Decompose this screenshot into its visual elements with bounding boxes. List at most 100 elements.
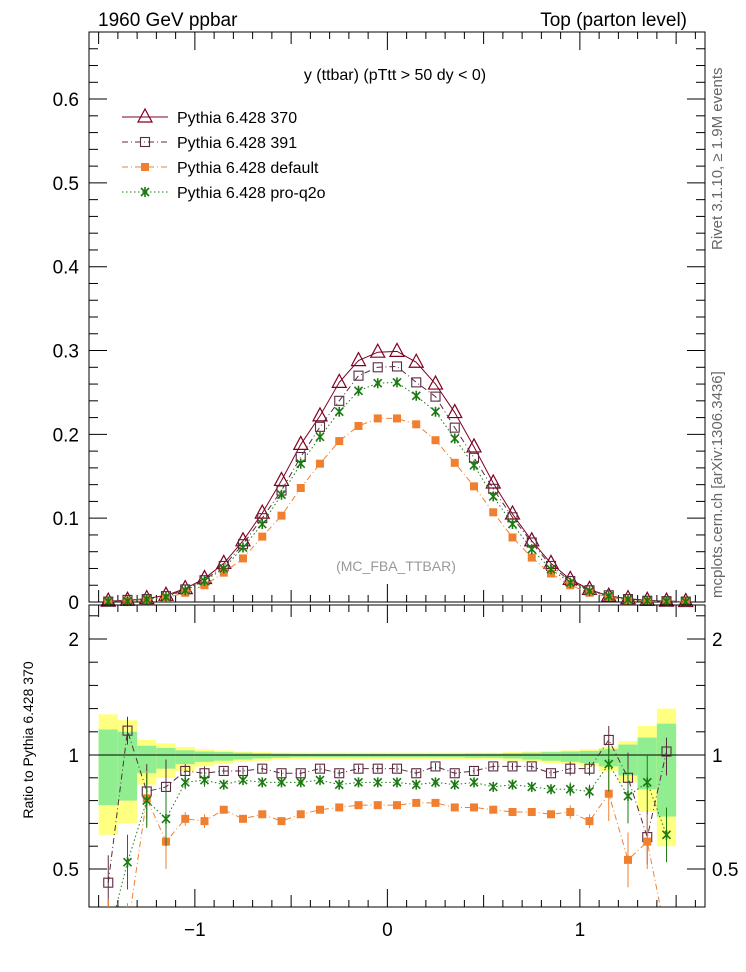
main-data-point	[273, 471, 290, 487]
ratio-data-point	[180, 777, 190, 788]
main-data-point	[372, 362, 383, 373]
main-data-point	[465, 437, 483, 453]
ratio-data-point	[565, 784, 575, 795]
ratio-band-inner	[310, 753, 330, 758]
watermark: (MC_FBA_TTBAR)	[336, 558, 456, 574]
ratio-data-point	[526, 761, 537, 772]
ratio-data-point	[469, 777, 479, 788]
main-data-point	[354, 421, 363, 430]
ratio-band-inner	[329, 753, 349, 758]
main-data-point	[122, 596, 133, 607]
main-data-point	[316, 459, 324, 468]
ratio-data-point	[604, 759, 614, 770]
ratio-data-point	[584, 763, 595, 774]
main-data-point	[527, 544, 537, 555]
ratio-data-point	[566, 808, 575, 816]
ratio-data-point	[334, 779, 344, 790]
mcplots-label: mcplots.cern.ch [arXiv:1306.3436]	[709, 371, 726, 598]
ratio-data-point	[335, 803, 344, 812]
main-data-point	[408, 352, 425, 368]
ratio-data-point	[450, 803, 459, 812]
main-data-point	[430, 406, 441, 417]
ratio-data-point	[546, 784, 556, 795]
main-y-tick-label: 0.1	[53, 509, 79, 530]
main-data-point	[315, 431, 325, 442]
legend-label: Pythia 6.428 391	[177, 135, 297, 152]
ratio-data-point	[353, 763, 364, 774]
ratio-y-tick-label-right: 2	[712, 630, 723, 651]
ratio-data-point	[547, 810, 555, 819]
main-data-point	[430, 391, 441, 402]
main-data-point	[604, 591, 614, 602]
main-data-point	[369, 342, 386, 358]
main-data-point	[411, 390, 421, 401]
main-data-point	[527, 553, 536, 562]
main-data-point	[584, 586, 595, 597]
main-data-point	[508, 533, 517, 542]
legend-marker	[141, 163, 149, 171]
main-data-point	[331, 373, 348, 388]
main-y-tick-label: 0.6	[53, 90, 79, 111]
main-data-point	[373, 414, 382, 423]
ratio-data-point	[277, 817, 286, 826]
main-y-tick-label: 0.5	[53, 174, 79, 195]
ratio-panel: 0.5 0.5 1 1 2 2 −1 0 1 Ratio to Pythia 6.428 37…	[20, 604, 738, 941]
ratio-data-point	[603, 734, 614, 745]
ratio-data-point	[393, 801, 401, 810]
main-data-point	[507, 519, 518, 530]
ratio-data-point	[161, 813, 171, 824]
main-data-point	[219, 563, 229, 574]
main-data-point	[142, 594, 152, 605]
ratio-data-point	[258, 810, 267, 819]
ratio-y-tick-label-right: 1	[712, 746, 723, 767]
rivet-label: Rivet 3.1.10, ≥ 1.9M events	[709, 68, 726, 251]
ratio-data-point	[430, 777, 441, 788]
main-data-point	[565, 577, 575, 588]
ratio-data-point	[296, 777, 306, 788]
ratio-data-point	[122, 857, 133, 868]
main-data-point	[334, 395, 345, 406]
ratio-data-point	[470, 803, 478, 812]
ratio-x-tick-label: 1	[575, 920, 586, 941]
ratio-data-point	[219, 779, 229, 790]
main-data-point	[449, 422, 460, 433]
ratio-data-point	[276, 777, 287, 788]
ratio-data-point	[565, 763, 576, 774]
ratio-data-point	[545, 768, 557, 779]
ratio-data-point	[642, 777, 652, 788]
ratio-data-point	[661, 829, 672, 840]
ratio-band-inner	[387, 753, 407, 758]
header-right: Top (parton level)	[540, 10, 687, 31]
main-y-tick-label: 0.4	[53, 258, 80, 279]
ratio-data-point	[624, 855, 632, 864]
ratio-data-point	[468, 765, 480, 777]
main-data-point	[489, 508, 498, 517]
ratio-data-point	[411, 768, 422, 779]
ratio-y-tick-label: 0.5	[53, 860, 79, 881]
legend-marker	[136, 107, 154, 123]
legend-label: Pythia 6.428 pro-q2o	[177, 185, 326, 202]
ratio-series-line	[107, 730, 667, 883]
ratio-band-inner	[252, 753, 272, 759]
main-data-point	[180, 585, 190, 596]
main-data-point	[334, 406, 344, 417]
ratio-data-point	[661, 746, 672, 757]
main-data-point	[392, 377, 402, 388]
ratio-data-point	[314, 763, 326, 774]
main-data-point	[546, 564, 556, 575]
ratio-data-point	[122, 725, 133, 736]
ratio-data-point	[450, 779, 460, 790]
main-data-point	[296, 458, 306, 469]
ratio-data-point	[507, 779, 518, 790]
ratio-band-inner	[233, 752, 253, 760]
main-data-point	[239, 554, 247, 563]
main-data-point	[427, 374, 444, 390]
main-data-point	[412, 420, 421, 429]
main-data-point	[450, 433, 460, 444]
ratio-data-point	[527, 808, 536, 816]
main-data-point	[335, 437, 344, 446]
ratio-band-inner	[175, 750, 195, 765]
main-data-point	[446, 403, 463, 419]
ratio-data-point	[373, 801, 382, 810]
ratio-data-point	[239, 814, 247, 823]
